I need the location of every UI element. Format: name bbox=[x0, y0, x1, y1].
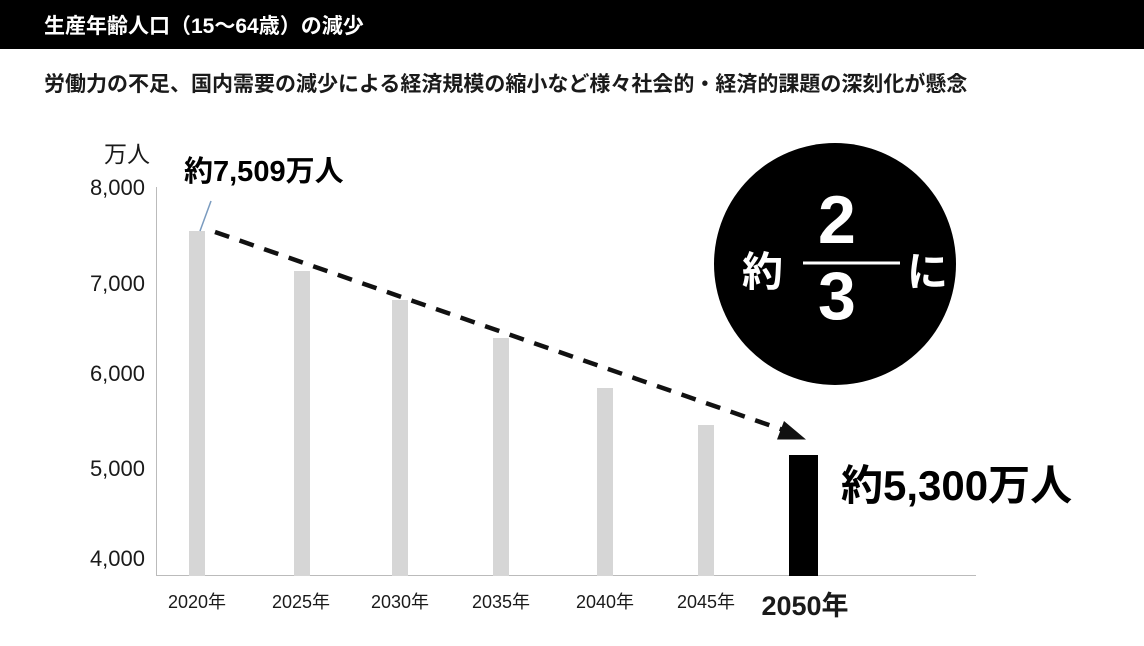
svg-text:に: に bbox=[907, 238, 948, 298]
svg-text:2: 2 bbox=[818, 182, 856, 258]
svg-text:3: 3 bbox=[818, 258, 856, 334]
svg-text:約: 約 bbox=[742, 238, 783, 298]
